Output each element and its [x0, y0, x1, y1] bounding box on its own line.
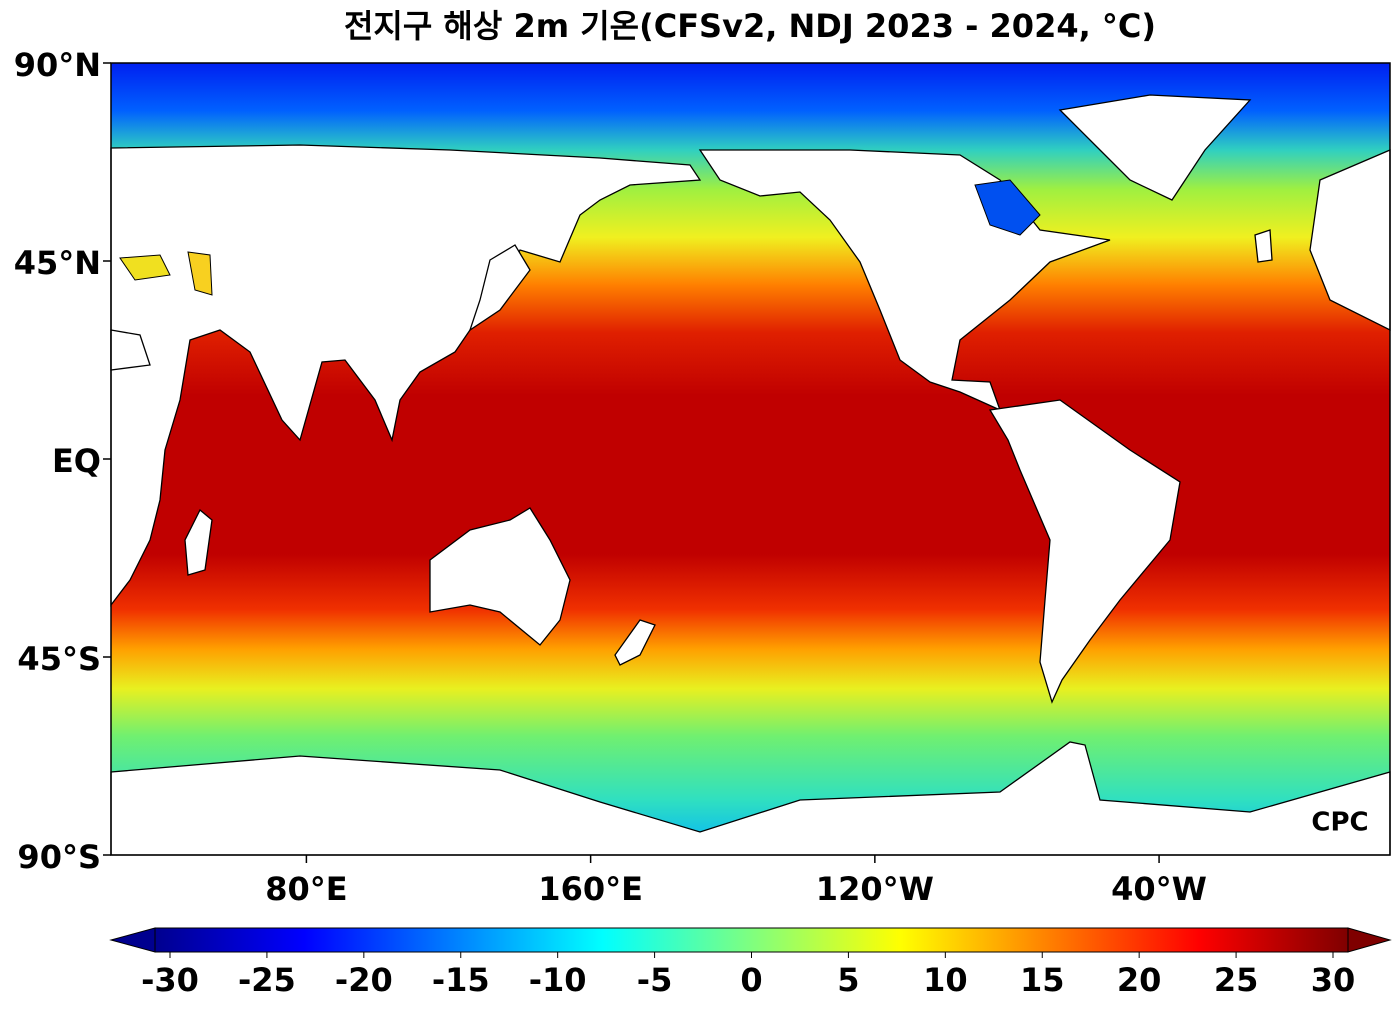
colorbar: [154, 927, 1349, 953]
lon-label: 160°E: [538, 870, 643, 908]
colorbar-tick-label: 15: [1020, 961, 1065, 999]
lat-label: 45°N: [14, 244, 101, 282]
colorbar-tick-label: 10: [923, 961, 968, 999]
lat-label: 45°S: [17, 640, 101, 678]
colorbar-tick-label: -25: [238, 961, 296, 999]
colorbar-tick-label: 25: [1214, 961, 1259, 999]
lon-label: 120°W: [816, 870, 934, 908]
lat-label: EQ: [52, 442, 101, 480]
colorbar-tick-label: -30: [141, 961, 199, 999]
colorbar-tick-label: 30: [1311, 961, 1356, 999]
colorbar-extend-high: [1347, 927, 1392, 953]
colorbar-tick-label: -10: [529, 961, 587, 999]
map-title: 전지구 해상 2m 기온(CFSv2, NDJ 2023 - 2024, °C): [344, 7, 1156, 45]
lon-label: 80°E: [265, 870, 347, 908]
land: [110, 94, 1391, 856]
colorbar-tick-label: -20: [335, 961, 393, 999]
lat-label: 90°S: [17, 838, 101, 876]
colorbar-tick-label: -15: [432, 961, 490, 999]
colorbar-tick-label: 5: [837, 961, 859, 999]
colorbar-tick-label: 20: [1117, 961, 1162, 999]
map: CPC: [110, 62, 1391, 856]
lat-label: 90°N: [14, 46, 101, 84]
colorbar-tick-label: -5: [637, 961, 673, 999]
colorbar-extend-low: [109, 927, 156, 953]
logo: CPC: [1311, 808, 1368, 838]
colorbar-tick-label: 0: [740, 961, 762, 999]
lon-label: 40°W: [1111, 870, 1207, 908]
